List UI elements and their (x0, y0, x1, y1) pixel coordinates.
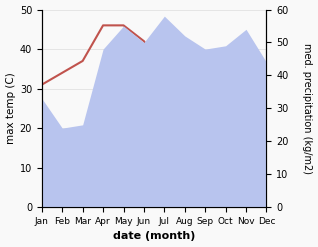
X-axis label: date (month): date (month) (113, 231, 195, 242)
Y-axis label: med. precipitation (kg/m2): med. precipitation (kg/m2) (302, 43, 313, 174)
Y-axis label: max temp (C): max temp (C) (5, 72, 16, 144)
